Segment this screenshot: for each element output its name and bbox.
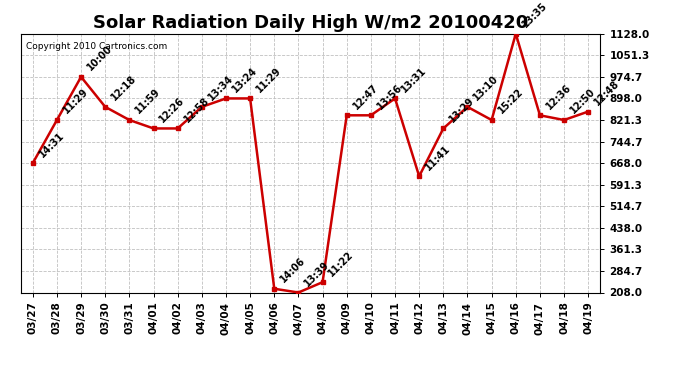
Text: 15:22: 15:22 bbox=[496, 87, 525, 116]
Text: 11:29: 11:29 bbox=[61, 87, 90, 116]
Text: 12:26: 12:26 bbox=[158, 95, 187, 124]
Text: 13:39: 13:39 bbox=[303, 260, 332, 288]
Text: 12:50: 12:50 bbox=[569, 87, 598, 116]
Text: 13:24: 13:24 bbox=[230, 65, 259, 94]
Text: 11:41: 11:41 bbox=[424, 143, 453, 172]
Text: 14:06: 14:06 bbox=[279, 256, 308, 285]
Title: Solar Radiation Daily High W/m2 20100420: Solar Radiation Daily High W/m2 20100420 bbox=[93, 14, 528, 32]
Text: 12:58: 12:58 bbox=[182, 95, 211, 124]
Text: 13:31: 13:31 bbox=[400, 65, 428, 94]
Text: 12:48: 12:48 bbox=[593, 78, 622, 107]
Text: 13:10: 13:10 bbox=[472, 74, 501, 103]
Text: 13:35: 13:35 bbox=[520, 1, 549, 30]
Text: 11:22: 11:22 bbox=[327, 249, 356, 278]
Text: 13:29: 13:29 bbox=[448, 95, 477, 124]
Text: 14:31: 14:31 bbox=[37, 130, 66, 159]
Text: 13:56: 13:56 bbox=[375, 82, 404, 111]
Text: 12:36: 12:36 bbox=[544, 82, 573, 111]
Text: 12:18: 12:18 bbox=[110, 74, 139, 103]
Text: 11:29: 11:29 bbox=[255, 65, 284, 94]
Text: 10:00: 10:00 bbox=[86, 44, 115, 73]
Text: 11:59: 11:59 bbox=[134, 87, 163, 116]
Text: 12:47: 12:47 bbox=[351, 82, 380, 111]
Text: 13:34: 13:34 bbox=[206, 74, 235, 103]
Text: Copyright 2010 Cartronics.com: Copyright 2010 Cartronics.com bbox=[26, 42, 168, 51]
